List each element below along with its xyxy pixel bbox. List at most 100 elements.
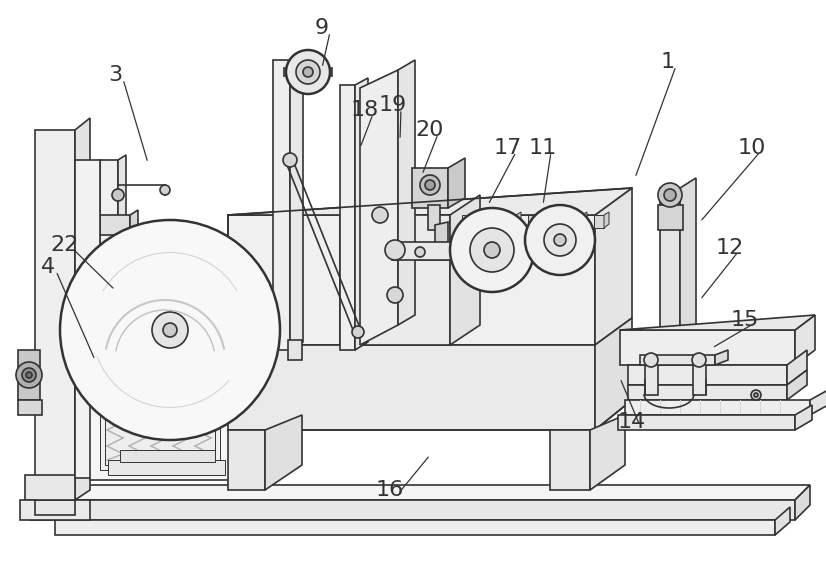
Text: 14: 14 xyxy=(618,412,646,432)
Circle shape xyxy=(372,207,388,223)
Circle shape xyxy=(26,372,32,378)
Circle shape xyxy=(484,242,500,258)
Polygon shape xyxy=(628,385,787,400)
Polygon shape xyxy=(30,485,810,500)
Circle shape xyxy=(163,323,177,337)
Polygon shape xyxy=(472,212,477,228)
Polygon shape xyxy=(355,78,368,350)
Polygon shape xyxy=(604,212,609,228)
Circle shape xyxy=(420,175,440,195)
Polygon shape xyxy=(625,400,810,415)
Polygon shape xyxy=(620,330,795,365)
Polygon shape xyxy=(660,188,680,345)
Circle shape xyxy=(303,67,313,77)
Polygon shape xyxy=(680,178,696,345)
Polygon shape xyxy=(810,390,826,415)
Polygon shape xyxy=(25,475,75,500)
Polygon shape xyxy=(228,215,595,345)
Polygon shape xyxy=(550,430,590,490)
Polygon shape xyxy=(620,315,815,330)
Polygon shape xyxy=(418,245,458,260)
Polygon shape xyxy=(105,290,215,465)
Polygon shape xyxy=(484,215,494,228)
Polygon shape xyxy=(795,405,812,430)
Polygon shape xyxy=(284,68,332,76)
Polygon shape xyxy=(462,215,472,228)
Polygon shape xyxy=(594,215,604,228)
Polygon shape xyxy=(295,58,322,70)
Polygon shape xyxy=(265,415,302,490)
Polygon shape xyxy=(428,205,440,230)
Polygon shape xyxy=(35,130,75,500)
Polygon shape xyxy=(435,222,448,248)
Polygon shape xyxy=(572,215,582,228)
Polygon shape xyxy=(494,212,499,228)
Circle shape xyxy=(450,208,534,292)
Polygon shape xyxy=(100,215,130,235)
Polygon shape xyxy=(595,188,632,345)
Polygon shape xyxy=(273,60,290,350)
Polygon shape xyxy=(618,415,795,430)
Circle shape xyxy=(544,224,576,256)
Polygon shape xyxy=(340,85,355,350)
Circle shape xyxy=(470,228,514,272)
Text: 20: 20 xyxy=(415,120,444,140)
Text: 11: 11 xyxy=(529,138,557,158)
Polygon shape xyxy=(118,155,126,475)
Polygon shape xyxy=(412,168,448,208)
Polygon shape xyxy=(775,507,790,535)
Polygon shape xyxy=(120,450,215,462)
Polygon shape xyxy=(448,158,465,208)
Circle shape xyxy=(16,362,42,388)
Polygon shape xyxy=(100,160,118,475)
Polygon shape xyxy=(340,215,450,345)
Polygon shape xyxy=(230,262,245,480)
Polygon shape xyxy=(228,188,632,215)
Polygon shape xyxy=(90,275,230,480)
Circle shape xyxy=(152,312,188,348)
Circle shape xyxy=(286,50,330,94)
Circle shape xyxy=(644,353,658,367)
Text: 16: 16 xyxy=(376,480,404,500)
Polygon shape xyxy=(450,195,480,345)
Polygon shape xyxy=(787,370,807,400)
Circle shape xyxy=(296,60,320,84)
Polygon shape xyxy=(550,215,560,228)
Circle shape xyxy=(415,247,425,257)
Polygon shape xyxy=(398,60,415,325)
Text: 3: 3 xyxy=(108,65,122,85)
Circle shape xyxy=(160,185,170,195)
Polygon shape xyxy=(228,345,595,430)
Circle shape xyxy=(664,189,676,201)
Polygon shape xyxy=(20,500,90,520)
Circle shape xyxy=(754,393,758,397)
Text: 4: 4 xyxy=(41,257,55,277)
Polygon shape xyxy=(290,52,303,350)
Polygon shape xyxy=(560,212,565,228)
Polygon shape xyxy=(693,360,706,395)
Polygon shape xyxy=(787,350,807,385)
Polygon shape xyxy=(645,360,658,395)
Text: 10: 10 xyxy=(738,138,767,158)
Text: 19: 19 xyxy=(379,95,407,115)
Polygon shape xyxy=(100,295,145,312)
Circle shape xyxy=(112,189,124,201)
Text: 1: 1 xyxy=(661,52,675,72)
Polygon shape xyxy=(590,415,625,490)
Polygon shape xyxy=(392,242,492,260)
Text: 22: 22 xyxy=(51,235,79,255)
Text: 15: 15 xyxy=(731,310,759,330)
Polygon shape xyxy=(795,485,810,520)
Circle shape xyxy=(283,153,297,167)
Polygon shape xyxy=(628,365,787,385)
Polygon shape xyxy=(18,350,40,400)
Polygon shape xyxy=(90,262,245,275)
Polygon shape xyxy=(795,315,815,365)
Circle shape xyxy=(385,240,405,260)
Circle shape xyxy=(425,180,435,190)
Polygon shape xyxy=(145,288,155,312)
Polygon shape xyxy=(130,210,138,235)
Polygon shape xyxy=(538,212,543,228)
Polygon shape xyxy=(228,430,265,490)
Circle shape xyxy=(352,326,364,338)
